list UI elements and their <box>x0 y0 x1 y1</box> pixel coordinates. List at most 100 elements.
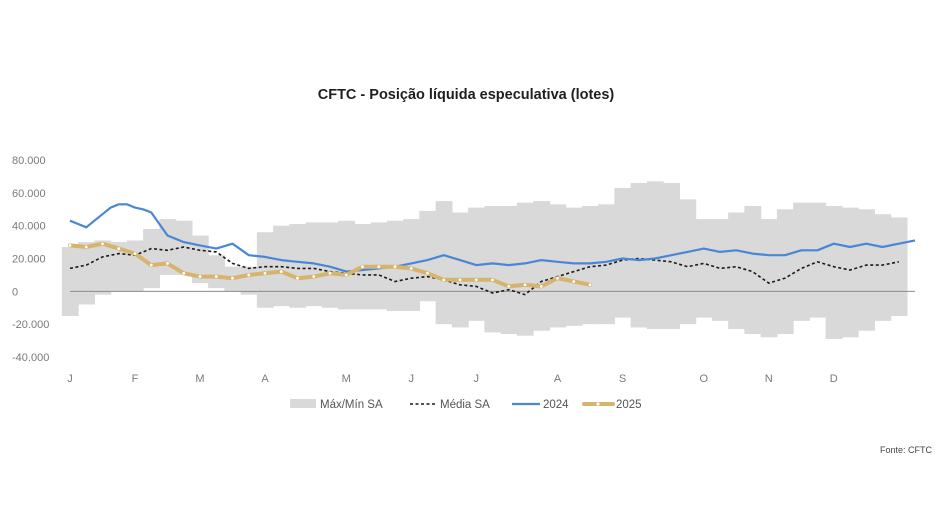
band-bar <box>175 220 193 275</box>
source-note: Fonte: CFTC <box>880 445 933 455</box>
y-tick-label: 40.000 <box>12 221 46 233</box>
x-tick-label: A <box>261 373 269 385</box>
y-tick-label: -40.000 <box>12 352 49 364</box>
x-tick-label: J <box>474 373 480 385</box>
series-2025-point <box>539 285 543 288</box>
series-2025-point <box>426 271 429 275</box>
y-tick-label: 60.000 <box>12 188 46 200</box>
legend-swatch-band <box>290 399 316 408</box>
x-tick-label: O <box>699 373 708 385</box>
band-bar <box>273 225 290 307</box>
band-bar <box>451 212 469 328</box>
series-2025-point <box>133 252 137 255</box>
band-bar <box>598 204 615 325</box>
band-bar <box>516 202 534 336</box>
band-bar <box>565 207 583 326</box>
x-tick-label: N <box>765 373 773 385</box>
series-2025-point <box>491 278 494 282</box>
band-bar <box>760 219 778 338</box>
band-bar <box>419 210 437 302</box>
series-2025-point <box>474 278 478 282</box>
legend-label: 2025 <box>616 399 642 411</box>
y-tick-label: 80.000 <box>12 155 46 167</box>
x-tick-label: S <box>619 373 626 385</box>
band-bar <box>208 255 225 289</box>
series-2025-point <box>117 247 121 251</box>
band-bar <box>78 242 95 305</box>
plot-area <box>61 181 916 339</box>
band-bar <box>858 209 875 331</box>
band-bar <box>776 209 794 335</box>
band-bar <box>240 266 258 295</box>
band-bar <box>630 182 648 328</box>
series-2025-point <box>166 262 169 265</box>
series-2025-point <box>523 283 527 287</box>
series-2025-point <box>458 278 462 282</box>
series-2024-line <box>69 203 916 273</box>
y-tick-label: -20.000 <box>12 319 49 331</box>
series-2025-point <box>442 278 446 282</box>
y-tick-label: 0 <box>12 286 18 298</box>
series-2025-point <box>507 285 511 288</box>
band-bar <box>435 201 453 325</box>
series-2025-point <box>68 243 72 247</box>
legend-label: Máx/Mín SA <box>320 399 383 411</box>
x-tick-label: D <box>830 373 838 385</box>
band-bar <box>191 235 209 284</box>
band-bar <box>744 205 762 335</box>
x-tick-label: J <box>67 373 73 385</box>
series-2025-point <box>312 275 316 278</box>
series-2025-point <box>572 280 576 283</box>
legend-label: Média SA <box>440 399 490 411</box>
band-bar <box>825 205 843 339</box>
legend-swatch-2025-marker <box>596 402 600 406</box>
band-bar <box>728 212 745 330</box>
band-bar <box>338 220 355 310</box>
band-bar <box>94 240 112 295</box>
band-bar <box>809 202 827 318</box>
series-2025-point <box>263 271 267 275</box>
band-bar <box>484 205 502 333</box>
x-tick-label: M <box>195 373 204 385</box>
series-2025-point <box>247 273 251 277</box>
y-axis: 80.000 60.000 40.000 20.000 0 -20.000 -40.000 <box>12 155 49 364</box>
series-2025-point <box>409 266 413 270</box>
series-2025-point <box>361 265 364 269</box>
series-2025-point <box>556 276 559 280</box>
band-bar <box>533 201 550 331</box>
band-bar <box>646 181 664 330</box>
band-bar <box>61 247 79 316</box>
series-2025-point <box>344 273 348 277</box>
legend-label: 2024 <box>543 399 569 411</box>
series-2025-point <box>214 275 218 278</box>
series-2025-point <box>182 271 186 275</box>
chart-title: CFTC - Posição líquida especulativa (lot… <box>318 87 615 103</box>
band-bar <box>289 224 307 308</box>
band-bar <box>500 205 518 335</box>
x-tick-label: F <box>132 373 139 385</box>
x-tick-label: A <box>554 373 562 385</box>
band-bar <box>695 219 713 318</box>
band-bar <box>614 187 632 318</box>
band-bar <box>126 240 144 292</box>
band-bar <box>143 228 160 289</box>
series-2025-point <box>101 242 104 246</box>
series-2025-point <box>296 276 299 280</box>
series-2025-point <box>588 283 592 287</box>
band-bar <box>256 232 274 308</box>
x-tick-label: M <box>342 373 351 385</box>
series-2025-point <box>231 276 234 280</box>
band-bar <box>793 202 810 321</box>
band-bar <box>711 219 729 321</box>
series-2025-point <box>198 275 202 278</box>
series-2025-point <box>279 270 283 274</box>
series-2025-point <box>149 263 153 267</box>
band-bar <box>549 204 567 328</box>
band-bar <box>321 222 339 308</box>
band-bar <box>841 207 859 338</box>
x-tick-label: J <box>409 373 415 385</box>
band-bar <box>874 214 892 321</box>
series-2025-point <box>393 265 397 269</box>
band-bar <box>403 219 420 312</box>
